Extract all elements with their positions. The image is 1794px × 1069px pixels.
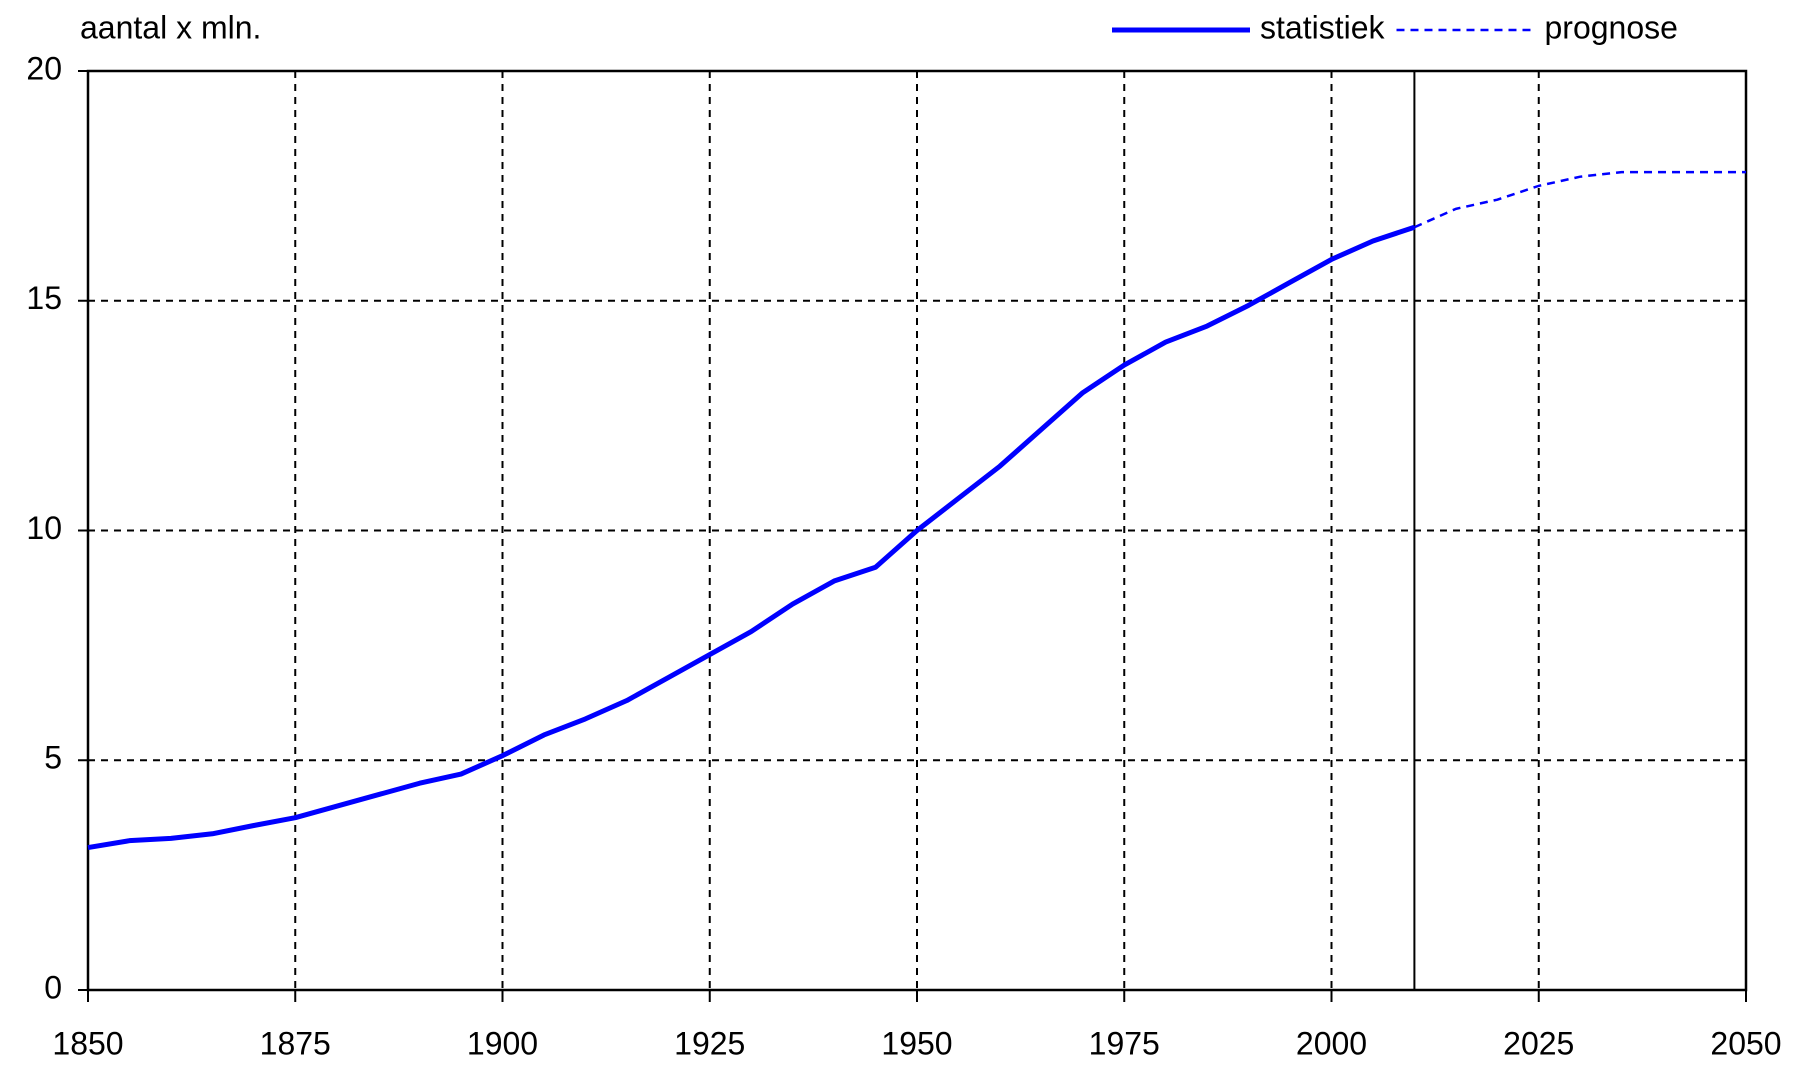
y-tick-label: 20	[26, 50, 62, 86]
y-tick-label: 5	[44, 740, 62, 776]
series-line	[1413, 170, 1746, 229]
x-tick-label: 2000	[1296, 1025, 1367, 1061]
x-tick-label: 1950	[881, 1025, 952, 1061]
x-tick-label: 2050	[1710, 1025, 1781, 1061]
x-tick-label: 1875	[260, 1025, 331, 1061]
x-tick-label: 1900	[467, 1025, 538, 1061]
y-tick-label: 0	[44, 969, 62, 1005]
plot-frame	[86, 69, 1748, 992]
x-tick-label: 1975	[1089, 1025, 1160, 1061]
x-tick-label: 2025	[1503, 1025, 1574, 1061]
x-tick-label: 1925	[674, 1025, 745, 1061]
legend-label: statistiek	[1260, 9, 1385, 45]
y-tick-label: 10	[26, 510, 62, 546]
x-tick-label: 1850	[52, 1025, 123, 1061]
series-line	[87, 224, 1416, 851]
legend-label: prognose	[1544, 9, 1677, 45]
y-tick-label: 15	[26, 280, 62, 316]
y-axis-label: aantal x mln.	[80, 9, 261, 45]
